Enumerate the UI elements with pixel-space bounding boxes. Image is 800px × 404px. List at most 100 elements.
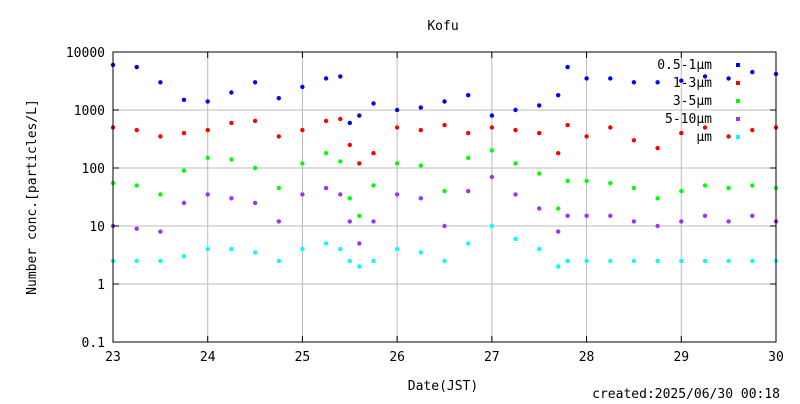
series-2-point	[750, 127, 755, 133]
series-1-point	[726, 76, 731, 81]
series-1-point	[229, 90, 234, 95]
x-tick-label: 28	[579, 350, 595, 365]
y-tick-label: 1	[97, 278, 105, 293]
series-1-point	[679, 78, 684, 83]
series-3-point	[323, 151, 329, 156]
series-2-point	[466, 130, 471, 136]
series-5-point	[418, 250, 423, 255]
series-4-point	[394, 192, 400, 197]
y-tick-label: 100	[82, 162, 105, 177]
series-5-point	[205, 246, 210, 252]
series-1-point	[750, 69, 755, 75]
series-5-point	[565, 258, 570, 264]
series-4-point	[466, 188, 471, 194]
series-3-point	[726, 185, 731, 191]
series-4-point	[418, 196, 423, 201]
series-2-point	[679, 130, 684, 136]
series-1-point	[513, 107, 518, 113]
series-3-point	[537, 171, 542, 176]
series-4-point	[347, 219, 352, 224]
series-5-point	[608, 258, 613, 264]
series-1-point	[442, 99, 447, 104]
series-1-point	[565, 64, 570, 70]
series-4-point	[489, 174, 495, 180]
series-3-point	[229, 157, 234, 162]
data-points	[110, 62, 779, 269]
series-5-point	[655, 258, 660, 264]
series-3-point	[158, 192, 163, 197]
created-timestamp: created:2025/06/30 00:18	[592, 387, 780, 400]
series-1-point	[489, 113, 495, 118]
series-5-point	[679, 258, 684, 264]
series-5-point	[252, 250, 258, 255]
series-1-point	[205, 99, 210, 104]
series-3	[110, 148, 779, 218]
x-tick-label: 27	[484, 350, 500, 365]
series-5-point	[489, 223, 495, 229]
series-3-point	[181, 168, 187, 173]
y-tick-label: 1000	[74, 104, 105, 119]
series-5-point	[181, 254, 187, 259]
series-3-point	[702, 183, 708, 188]
legend-marker	[736, 117, 740, 121]
series-5-point	[442, 258, 447, 264]
series-1-point	[418, 105, 423, 110]
series-4-point	[584, 213, 589, 218]
series-4-point	[565, 213, 570, 218]
series-1-point	[300, 84, 305, 90]
series-1-point	[158, 80, 163, 85]
series-2-point	[276, 134, 281, 139]
series-5-point	[513, 236, 518, 242]
series-2-point	[418, 127, 423, 133]
series-2-point	[158, 134, 163, 139]
series-1-point	[357, 113, 362, 118]
series-4-point	[750, 213, 755, 218]
series-2-point	[134, 127, 139, 133]
series-3-point	[418, 163, 423, 168]
series-5-point	[556, 264, 561, 269]
legend-marker	[736, 63, 740, 67]
series-1-point	[276, 96, 281, 101]
x-tick-label: 26	[389, 350, 405, 365]
x-axis-label: Date(JST)	[408, 379, 478, 394]
series-2-point	[357, 161, 362, 166]
series-2-point	[205, 127, 210, 133]
series-2-point	[181, 130, 187, 136]
series-5-point	[726, 258, 731, 264]
series-4-point	[158, 229, 163, 234]
series-4-point	[181, 200, 187, 206]
series-4-point	[323, 185, 329, 191]
series-2-point	[323, 118, 329, 124]
series-3-point	[608, 180, 613, 186]
series-3-point	[205, 155, 210, 160]
series-3-point	[134, 183, 139, 188]
series-2-point	[565, 122, 570, 128]
x-tick-label: 23	[105, 350, 121, 365]
series-3-point	[347, 196, 352, 201]
series-2-point	[442, 122, 447, 128]
series-2-point	[631, 138, 637, 143]
series-4-point	[134, 226, 139, 231]
series-1-point	[323, 76, 329, 81]
series-5	[110, 223, 779, 269]
series-2-point	[252, 118, 258, 124]
legend-label: 3-5μm	[673, 94, 712, 109]
series-4-point	[655, 223, 660, 229]
series-2-point	[394, 125, 400, 130]
series-3-point	[750, 183, 755, 188]
series-1-point	[134, 64, 139, 70]
series-1-point	[338, 74, 343, 79]
series-5-point	[702, 258, 708, 264]
series-2-point	[584, 134, 589, 139]
series-2-point	[338, 116, 343, 122]
series-4-point	[300, 192, 305, 197]
series-2-point	[489, 125, 495, 130]
series-5-point	[276, 258, 281, 264]
series-5-point	[357, 264, 362, 269]
y-axis-label: Number conc.[particles/L]	[25, 99, 40, 295]
series-4-point	[513, 192, 518, 197]
series-4-point	[726, 219, 731, 224]
series-1-point	[537, 103, 542, 108]
